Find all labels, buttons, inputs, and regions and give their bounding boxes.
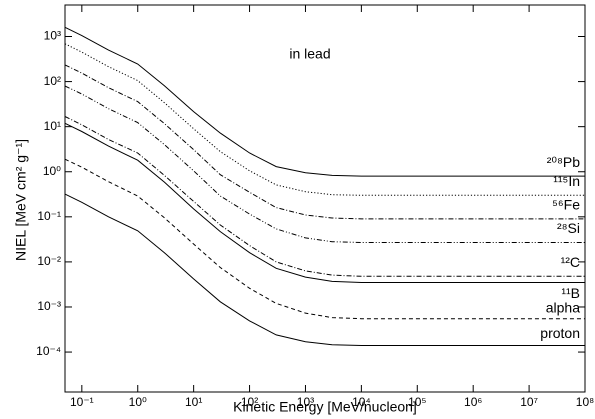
series-label: ²⁸Si bbox=[557, 220, 580, 236]
x-tick-label: 10⁴ bbox=[352, 395, 371, 409]
y-axis-label: NIEL [MeV cm² g⁻¹] bbox=[13, 139, 29, 261]
x-tick-label: 10⁸ bbox=[576, 395, 594, 409]
x-tick-label: 10⁻¹ bbox=[70, 395, 94, 409]
series-label: alpha bbox=[546, 299, 580, 315]
x-axis-label: Kinetic Energy [MeV/nucleon] bbox=[233, 399, 417, 415]
series-label: ¹¹⁵In bbox=[553, 173, 580, 189]
series-line bbox=[64, 193, 585, 346]
y-tick-label: 10⁻¹ bbox=[37, 209, 61, 223]
y-tick-label: 10⁰ bbox=[43, 164, 61, 178]
series-line bbox=[64, 26, 585, 177]
x-tick-label: 10⁷ bbox=[520, 395, 538, 409]
y-tick-label: 10⁻³ bbox=[37, 299, 61, 313]
x-tick-label: 10⁶ bbox=[464, 395, 482, 409]
series-line bbox=[64, 116, 585, 277]
series-label: ⁵⁶Fe bbox=[552, 197, 580, 213]
series-line bbox=[64, 43, 585, 196]
series-label: ¹²C bbox=[561, 254, 580, 270]
y-tick-label: 10⁻⁴ bbox=[36, 344, 61, 358]
plot-frame bbox=[64, 4, 586, 393]
annotation: in lead bbox=[289, 46, 330, 62]
y-tick-label: 10³ bbox=[44, 29, 61, 43]
y-tick-label: 10⁻² bbox=[37, 254, 61, 268]
series-label: ²⁰⁸Pb bbox=[547, 154, 581, 170]
y-tick-label: 10¹ bbox=[44, 119, 61, 133]
series-label: ¹¹B bbox=[561, 285, 580, 301]
x-tick-label: 10⁵ bbox=[408, 395, 426, 409]
series-label: proton bbox=[540, 325, 580, 341]
series-line bbox=[64, 158, 585, 320]
series-line bbox=[64, 122, 585, 283]
series-line bbox=[64, 64, 585, 220]
y-tick-label: 10² bbox=[44, 74, 61, 88]
x-tick-label: 10¹ bbox=[185, 395, 202, 409]
x-tick-label: 10⁰ bbox=[129, 395, 147, 409]
x-tick-label: 10³ bbox=[297, 395, 314, 409]
series-line bbox=[64, 85, 585, 243]
x-tick-label: 10² bbox=[241, 395, 258, 409]
